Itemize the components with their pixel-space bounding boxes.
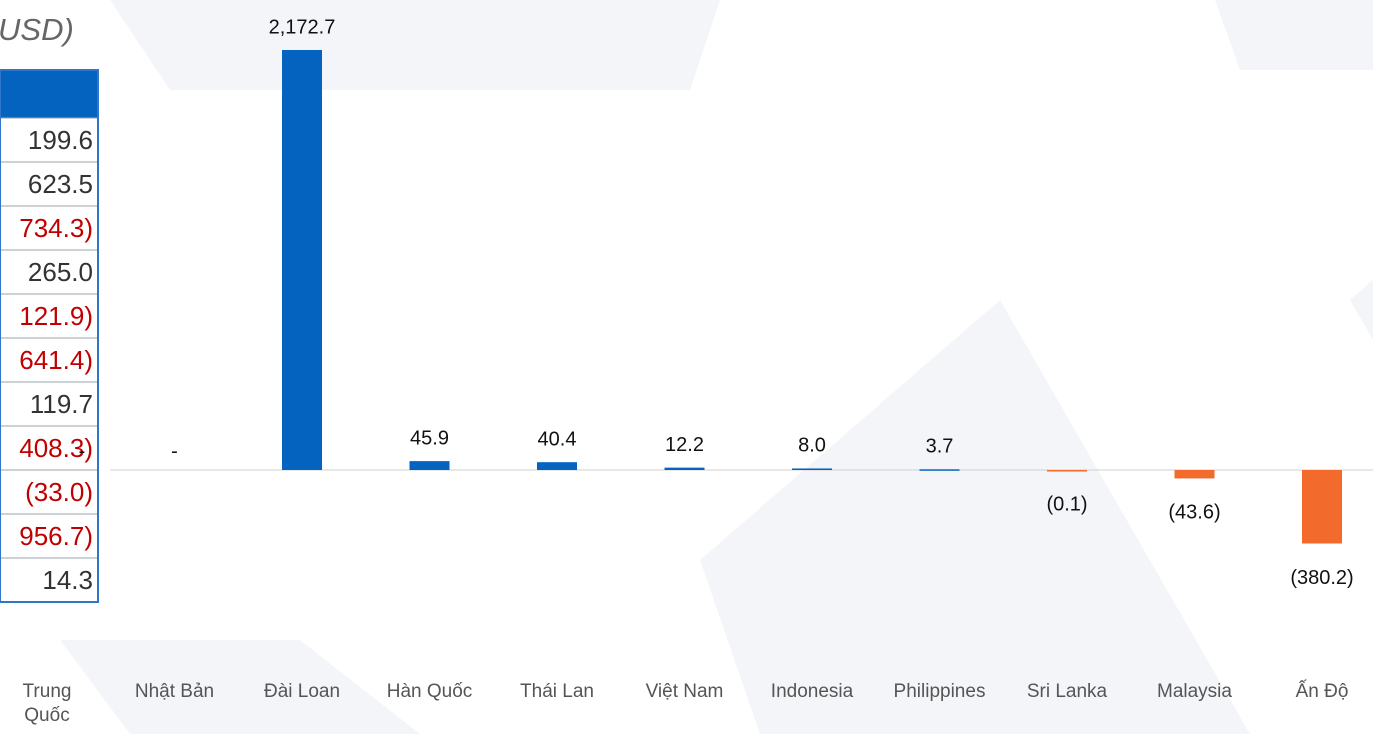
bar	[282, 50, 322, 470]
table-value: 14.3	[42, 565, 93, 595]
bar	[664, 467, 705, 470]
watermark	[60, 0, 1373, 734]
table-value: 623.5	[28, 169, 93, 199]
x-tick-label: Việt Nam	[645, 681, 724, 702]
title-fragment: USD)	[0, 12, 74, 47]
x-tick-label: Trung Quốc	[22, 681, 72, 726]
x-tick-label: Indonesia	[770, 681, 854, 702]
x-tick-label: Sri Lanka	[1026, 681, 1108, 702]
bar	[919, 469, 960, 471]
data-label: -	[171, 440, 178, 462]
bar	[1302, 470, 1342, 544]
bar	[409, 461, 450, 470]
bar	[1174, 470, 1215, 479]
table-value: 265.0	[28, 257, 93, 287]
data-label: (380.2)	[1290, 567, 1353, 589]
x-tick-label: Hàn Quốc	[386, 681, 473, 702]
table-cell	[0, 469, 99, 515]
x-tick-label: Ấn Độ	[1295, 681, 1349, 702]
x-tick-label: Đài Loan	[263, 681, 341, 702]
data-label: (43.6)	[1168, 502, 1220, 524]
data-label: 40.4	[538, 428, 577, 450]
table: 199.6 623.5 734.3) 265.0 121.9) 641.4) 119.7 40…	[0, 69, 99, 603]
data-label: -	[79, 440, 86, 462]
table-value: 121.9)	[19, 301, 93, 331]
x-tick-label: Nhật Bản	[134, 681, 215, 702]
table-value: 199.6	[28, 125, 93, 155]
x-tick-label: Thái Lan	[520, 681, 594, 702]
bar	[537, 462, 577, 470]
table-value: 408.3)	[19, 433, 93, 463]
bar	[792, 468, 832, 470]
data-label: 3.7	[926, 436, 954, 458]
table-value: 641.4)	[19, 345, 93, 375]
x-tick-label: Philippines	[893, 681, 986, 702]
table-cell	[0, 337, 99, 383]
table-cell	[0, 205, 99, 251]
table-value: 119.7	[30, 389, 93, 419]
data-label: 12.2	[665, 434, 704, 456]
table-cell	[0, 381, 99, 427]
data-label: 8.0	[798, 435, 826, 457]
x-tick-label: Malaysia	[1157, 681, 1232, 702]
data-label: (0.1)	[1046, 493, 1087, 515]
table-border	[0, 69, 99, 603]
table-cell	[0, 117, 99, 163]
bar	[1047, 470, 1087, 472]
table-value: 734.3)	[19, 213, 93, 243]
table-header	[0, 70, 98, 118]
table-value: 956.7)	[19, 521, 93, 551]
table-cell	[0, 249, 99, 295]
table-cell	[0, 161, 99, 207]
table-value: (33.0)	[25, 477, 93, 507]
data-label: 2,172.7	[269, 16, 336, 38]
data-label: 45.9	[410, 427, 449, 449]
